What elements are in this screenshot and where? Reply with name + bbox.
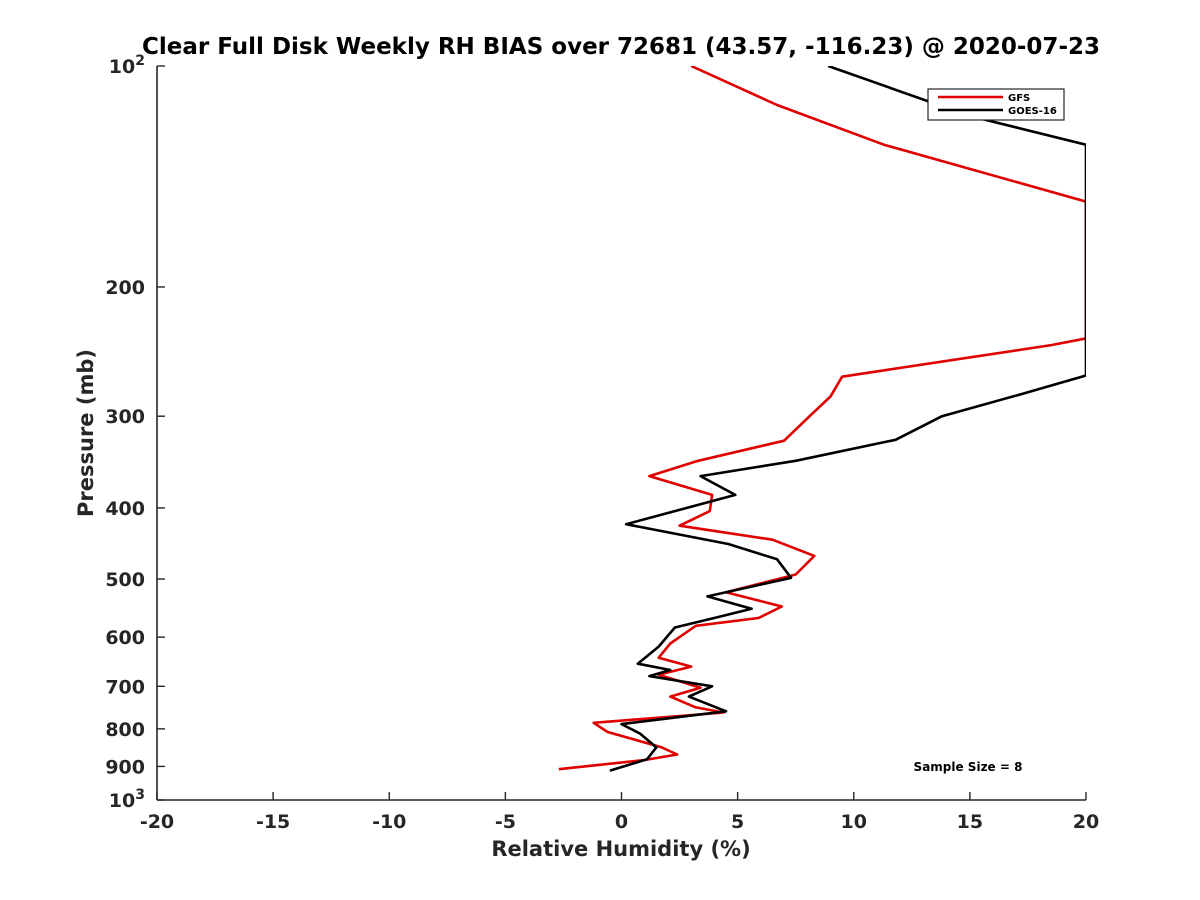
- y-tick-label: 900: [105, 756, 145, 778]
- y-tick-label: 800: [105, 719, 145, 741]
- x-tick-label: 15: [957, 811, 983, 833]
- y-tick-label: 600: [105, 627, 145, 649]
- x-tick-label: 5: [731, 811, 744, 833]
- y-tick-label: 102: [109, 53, 145, 78]
- y-tick-label: 300: [105, 406, 145, 428]
- sample-size-annotation: Sample Size = 8: [914, 760, 1023, 774]
- x-tick-label: -5: [495, 811, 516, 833]
- x-tick-label: -10: [372, 811, 406, 833]
- y-axis-label: Pressure (mb): [74, 349, 98, 517]
- x-tick-label: 0: [615, 811, 628, 833]
- x-axis-label: Relative Humidity (%): [491, 837, 750, 861]
- x-ticks: -20 -15 -10 -5 0 5 10 15 20: [140, 792, 1099, 833]
- y-tick-label: 700: [105, 676, 145, 698]
- legend-box: [927, 88, 1065, 121]
- y-tick-label: 103: [109, 787, 145, 812]
- series-layer: [558, 66, 1086, 772]
- y-tick-label: 200: [105, 277, 145, 299]
- legend: GFS GOES-16: [927, 88, 1065, 121]
- chart-title: Clear Full Disk Weekly RH BIAS over 7268…: [142, 34, 1100, 60]
- y-tick-label: 500: [105, 569, 145, 591]
- y-ticks: 102 200 300 400 500 600 700 800 900 103: [105, 53, 165, 812]
- legend-label-gfs: GFS: [1008, 93, 1030, 104]
- y-tick-label: 400: [105, 498, 145, 520]
- series-line-goes16: [609, 66, 1086, 772]
- x-tick-label: 10: [841, 811, 867, 833]
- legend-label-goes16: GOES-16: [1008, 106, 1057, 117]
- x-tick-label: 20: [1073, 811, 1099, 833]
- axes: [156, 66, 1086, 801]
- x-tick-label: -15: [256, 811, 290, 833]
- x-tick-label: -20: [140, 811, 174, 833]
